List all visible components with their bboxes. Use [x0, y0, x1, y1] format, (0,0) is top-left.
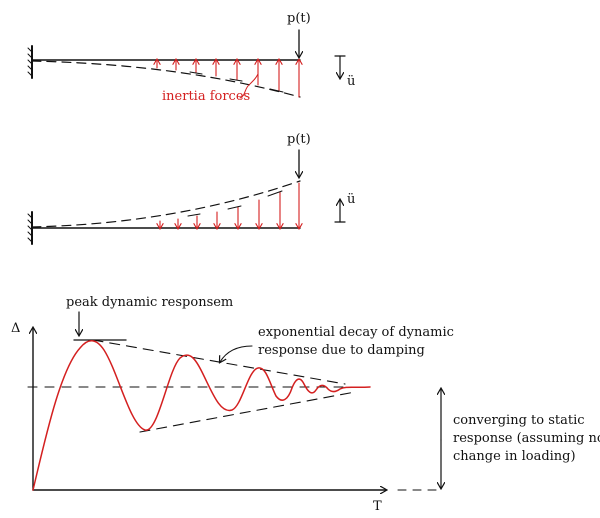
top-deflected-shape — [31, 60, 301, 98]
static-annotation-line2: response (assuming no — [453, 431, 600, 446]
peak-annotation: peak dynamic responsem — [66, 295, 233, 310]
top-beam-figure: p(t) ü inertia forces — [27, 11, 355, 104]
response-plot: Δ T peak dynamic responsem exponential d… — [11, 295, 600, 514]
decay-leader — [220, 345, 253, 362]
decay-annotation-line1: exponential decay of dynamic — [258, 325, 454, 340]
static-annotation-line3: change in loading) — [453, 449, 576, 464]
middle-beam-figure: p(t) ü — [27, 132, 355, 245]
lower-envelope — [139, 391, 356, 433]
inertia-forces-label: inertia forces — [162, 89, 250, 104]
top-load-label: p(t) — [287, 11, 311, 26]
middle-deflection-ticks — [187, 190, 283, 217]
middle-load-label: p(t) — [287, 132, 311, 147]
decay-annotation-line2: response due to damping — [258, 343, 425, 358]
middle-inertia-arrows — [160, 182, 299, 228]
top-deflection-ticks — [189, 71, 284, 93]
top-accel-label: ü — [347, 74, 355, 89]
y-axis-label: Δ — [11, 321, 20, 336]
top-inertia-arrows — [157, 60, 299, 98]
damped-response-curve — [32, 340, 371, 491]
inertia-leader — [239, 73, 259, 99]
x-axis-label: T — [373, 499, 382, 514]
middle-deflected-shape — [31, 180, 301, 228]
middle-accel-label: ü — [347, 192, 355, 207]
top-fixed-support — [27, 45, 33, 79]
static-annotation-line1: converging to static — [453, 413, 585, 428]
